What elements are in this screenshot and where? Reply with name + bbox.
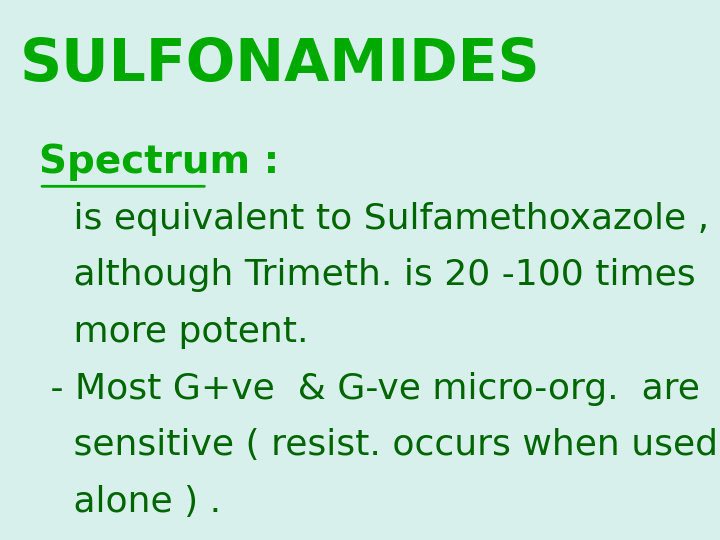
Text: although Trimeth. is 20 -100 times: although Trimeth. is 20 -100 times [39, 259, 696, 292]
Text: more potent.: more potent. [39, 315, 309, 349]
Text: alone ) .: alone ) . [39, 485, 221, 519]
Text: is equivalent to Sulfamethoxazole ,: is equivalent to Sulfamethoxazole , [39, 202, 709, 235]
Text: - Most G+ve  & G-ve micro-org.  are: - Most G+ve & G-ve micro-org. are [39, 372, 700, 406]
Text: sensitive ( resist. occurs when used: sensitive ( resist. occurs when used [39, 429, 718, 462]
Text: SULFONAMIDES: SULFONAMIDES [19, 36, 540, 93]
Text: Spectrum :: Spectrum : [39, 143, 279, 181]
